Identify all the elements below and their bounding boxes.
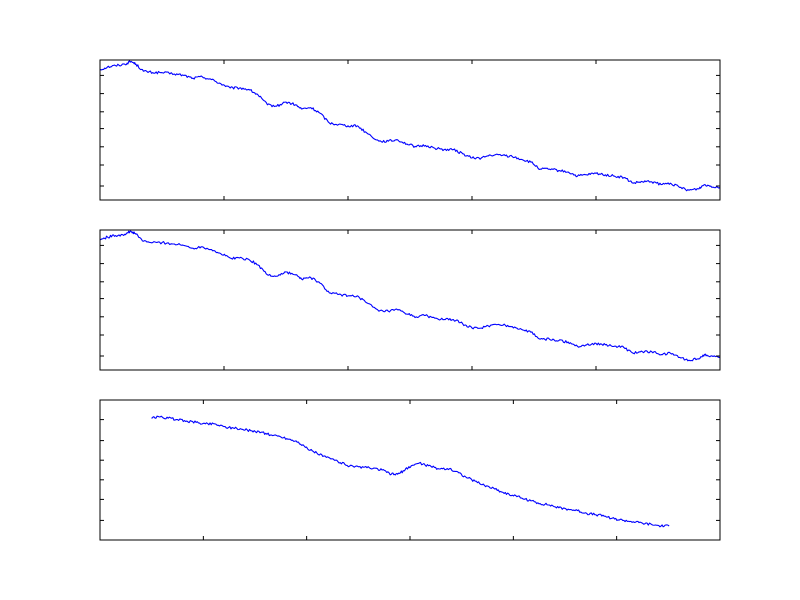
axes-frame [99,229,721,371]
axes-frame [99,59,721,201]
subplot-2 [99,229,721,371]
subplot-1 [99,59,721,201]
axes-frame [99,399,721,541]
subplot-3 [99,399,721,541]
series-line [151,415,670,528]
series-line [99,60,721,192]
series-line [99,230,721,362]
